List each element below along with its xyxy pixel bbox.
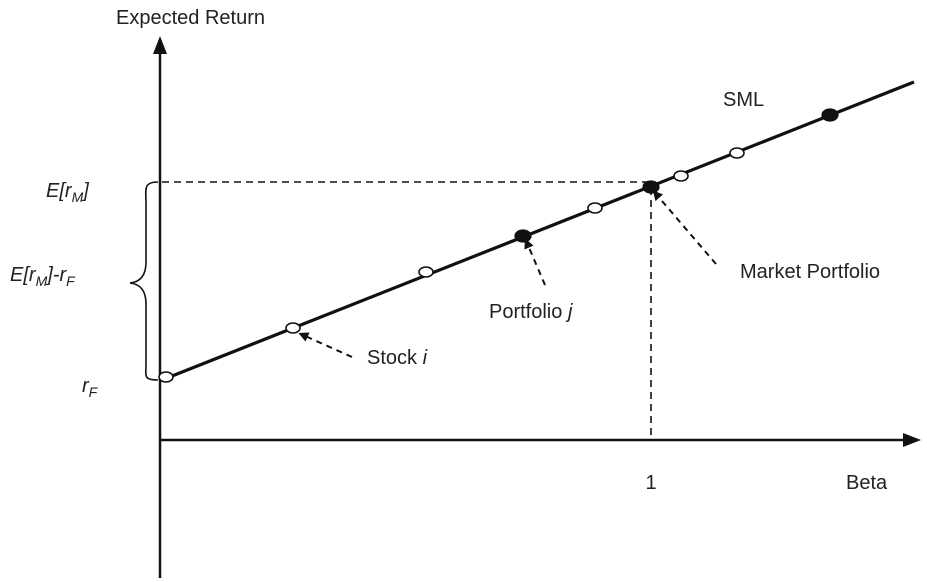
sml-open-point bbox=[673, 170, 689, 182]
portfolio-j-arrow bbox=[524, 238, 546, 286]
risk-premium-brace bbox=[129, 181, 159, 381]
stock-i-label: Stock i bbox=[367, 347, 428, 369]
risk-premium-label: E[rM]-rF bbox=[10, 264, 76, 289]
sml-open-point bbox=[729, 147, 745, 159]
market-portfolio-arrow bbox=[652, 190, 717, 265]
sml-open-point bbox=[418, 266, 434, 278]
x-tick-label-one: 1 bbox=[645, 472, 656, 494]
market-portfolio-point bbox=[642, 180, 660, 194]
risk-free-label: rF bbox=[82, 375, 99, 400]
y-axis-arrowhead bbox=[153, 36, 167, 54]
sml-label: SML bbox=[723, 89, 764, 111]
sml-open-point bbox=[587, 202, 603, 214]
market-portfolio-label: Market Portfolio bbox=[740, 261, 880, 283]
stock-i-arrow bbox=[298, 332, 353, 358]
stock-i-point bbox=[285, 322, 301, 334]
portfolio-j-label: Portfolio j bbox=[489, 301, 573, 323]
market-return-label: E[rM] bbox=[46, 180, 89, 205]
x-axis-arrowhead bbox=[903, 433, 921, 447]
risk-free-point bbox=[158, 371, 174, 383]
portfolio-j-point bbox=[514, 229, 532, 243]
sml-filled-point bbox=[821, 108, 839, 122]
y-axis-label: Expected Return bbox=[116, 7, 265, 29]
security-market-line bbox=[166, 80, 915, 380]
x-axis-label: Beta bbox=[846, 472, 888, 494]
